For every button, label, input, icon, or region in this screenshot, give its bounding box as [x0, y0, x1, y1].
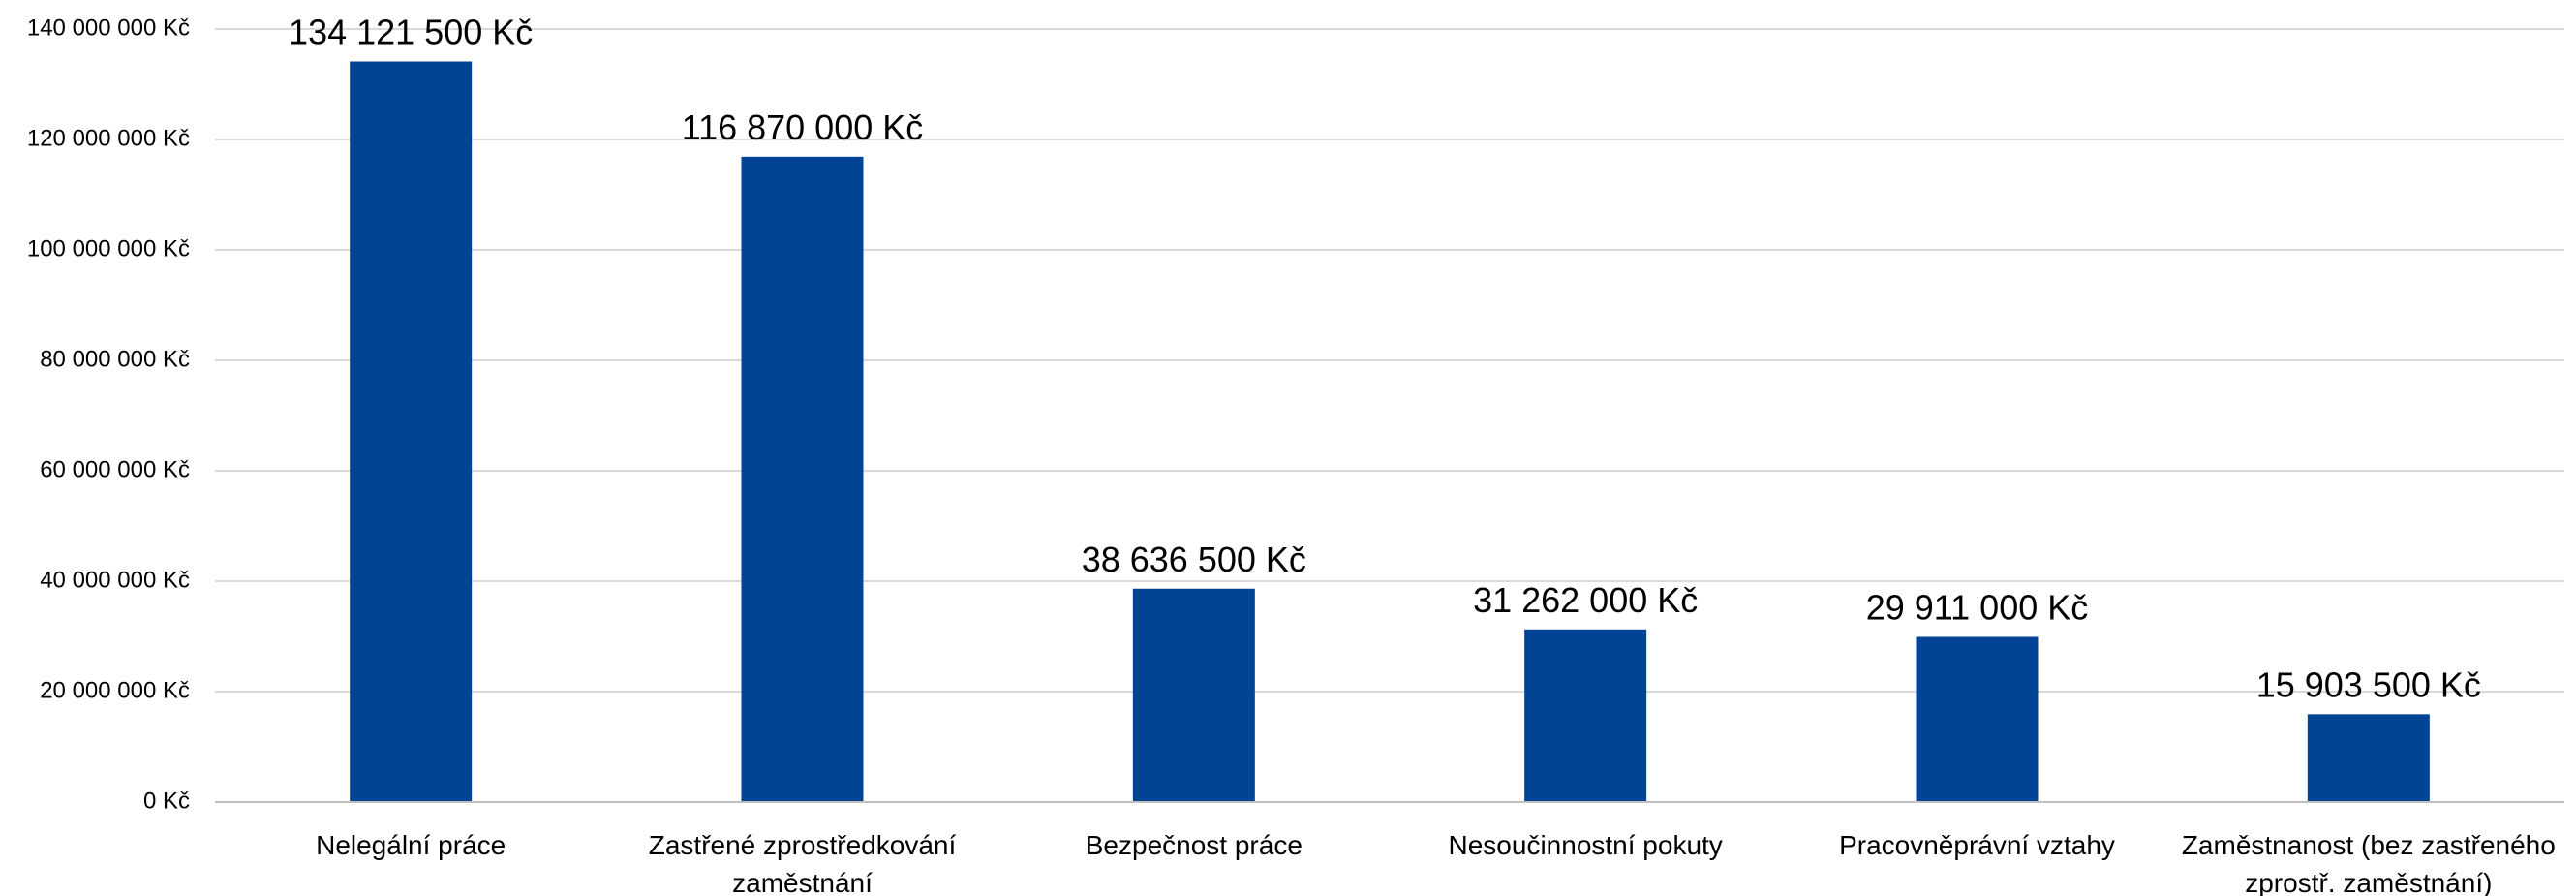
gridlines — [215, 28, 2564, 693]
bar — [741, 156, 864, 802]
bar — [350, 61, 473, 803]
x-tick-label-line: Nelegální práce — [316, 830, 506, 860]
y-tick-label: 40 000 000 Kč — [40, 567, 190, 593]
x-tick-label-line: Bezpečnost práce — [1086, 830, 1303, 860]
x-tick-label: Nelegální práce — [316, 830, 506, 860]
y-tick-label: 100 000 000 Kč — [27, 235, 190, 262]
data-label: 38 636 500 Kč — [1082, 540, 1306, 579]
x-tick-label-line: Zastřené zprostředkování — [649, 830, 957, 860]
x-tick-label: Pracovněprávní vztahy — [1839, 830, 2115, 860]
data-label: 116 870 000 Kč — [682, 108, 924, 147]
y-tick-label: 60 000 000 Kč — [40, 456, 190, 482]
x-tick-label-line: Pracovněprávní vztahy — [1839, 830, 2115, 860]
data-label: 134 121 500 Kč — [289, 13, 533, 52]
category-labels: Nelegální práce Zastřené zprostředkování z… — [316, 830, 2556, 896]
data-label: 15 903 500 Kč — [2256, 664, 2481, 704]
x-tick-label: Zastřené zprostředkování zaměstnání — [649, 830, 957, 896]
y-tick-label: 0 Kč — [143, 788, 190, 814]
x-tick-label: Bezpečnost práce — [1086, 830, 1303, 860]
bars — [350, 61, 2430, 803]
x-tick-label: Nesoučinnostní pokuty — [1449, 830, 1723, 860]
data-label: 29 911 000 Kč — [1866, 588, 2089, 628]
y-tick-label: 20 000 000 Kč — [40, 677, 190, 703]
y-tick-label: 80 000 000 Kč — [40, 346, 190, 372]
x-tick-label-line: zprostř. zaměstnání) — [2245, 868, 2492, 896]
data-labels: 134 121 500 Kč 116 870 000 Kč 38 636 500 K… — [289, 13, 2481, 705]
data-label: 31 262 000 Kč — [1473, 580, 1698, 620]
x-tick-label: Zaměstnanost (bez zastřeného zprostř. zam… — [2182, 830, 2556, 896]
y-axis-tick-labels: 0 Kč 20 000 000 Kč 40 000 000 Kč 60 000 000… — [27, 15, 190, 814]
bar — [2307, 714, 2430, 802]
x-tick-label-line: Zaměstnanost (bez zastřeného — [2182, 830, 2556, 860]
bar — [1524, 629, 1647, 802]
bar — [1132, 588, 1255, 802]
x-tick-label-line: Nesoučinnostní pokuty — [1449, 830, 1723, 860]
y-tick-label: 140 000 000 Kč — [27, 15, 190, 41]
bar — [1916, 636, 2039, 802]
y-tick-label: 120 000 000 Kč — [27, 125, 190, 151]
x-tick-label-line: zaměstnání — [732, 868, 873, 896]
